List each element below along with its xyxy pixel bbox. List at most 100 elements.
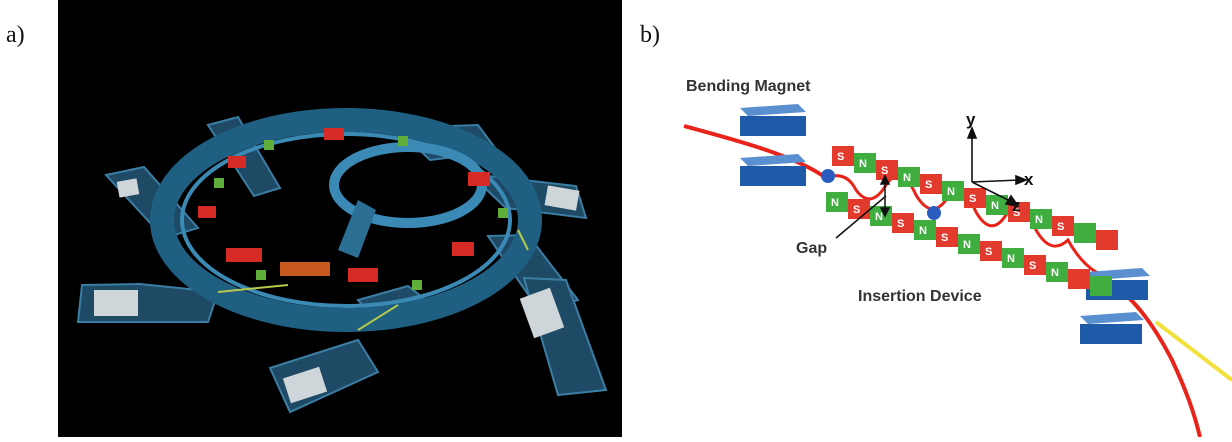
pole-letter: S	[1029, 260, 1036, 272]
station-room	[519, 287, 565, 339]
pole-letter: N	[1007, 253, 1015, 265]
station-interiors	[94, 178, 580, 404]
magnet-block	[832, 146, 854, 166]
pole-letter: N	[919, 225, 927, 237]
pole-letters: S N S N S N S N S N S N S N S N S N S N …	[831, 151, 1064, 279]
pole-letter: S	[985, 246, 992, 258]
magnet-block	[876, 160, 898, 180]
pole-letter: N	[1051, 267, 1059, 279]
quad-magnet	[498, 208, 508, 218]
pole-letter: S	[881, 165, 888, 177]
station-room	[544, 185, 580, 211]
ring-magnets	[198, 128, 508, 290]
pole-letter: N	[831, 197, 839, 209]
dipole-magnet	[228, 156, 246, 168]
pole-letter: N	[875, 211, 883, 223]
magnet-block	[1074, 223, 1096, 243]
beamline-pipes	[217, 229, 529, 331]
dipole-magnet	[198, 206, 216, 218]
electron-marker	[927, 206, 941, 220]
magnet-array-lower	[826, 192, 1112, 296]
dipole-magnet	[348, 268, 378, 282]
beam-pipe	[217, 284, 289, 293]
pole-letter: S	[969, 193, 976, 205]
magnet-block	[1090, 276, 1112, 296]
pole-letter: S	[925, 179, 932, 191]
axis-y-label: y	[966, 110, 976, 129]
pole-letter: S	[837, 151, 844, 163]
pole-letter: S	[1057, 221, 1064, 233]
magnet-array-upper	[832, 146, 1118, 250]
station-room	[282, 366, 328, 404]
magnet-block	[1096, 230, 1118, 250]
magnet-block	[942, 181, 964, 201]
electron-marker	[821, 169, 835, 183]
radiation-beam	[1154, 320, 1232, 382]
insertion-device-label: Insertion Device	[858, 288, 982, 305]
magnet-block	[892, 213, 914, 233]
axis-x-arrowhead	[1015, 174, 1029, 186]
quad-magnet	[398, 136, 408, 146]
magnet-block	[1052, 216, 1074, 236]
panel-a-label: a)	[6, 22, 25, 48]
dipole-magnet	[452, 242, 474, 256]
axis-y-arrowhead	[966, 125, 978, 139]
bending-magnet	[740, 104, 806, 136]
storage-ring-inner	[180, 132, 512, 308]
panel-b-label: b)	[640, 22, 660, 48]
dipole-magnet	[468, 172, 490, 186]
pole-letter: S	[853, 204, 860, 216]
magnet-block	[1068, 269, 1090, 289]
beam-pipe	[517, 229, 529, 251]
axis-x-line	[971, 179, 1021, 183]
gap-arrowhead-bottom	[879, 207, 891, 218]
synchrotron-facility-illustration	[58, 0, 622, 437]
bending-magnet-label: Bending Magnet	[686, 78, 811, 95]
bending-magnet	[740, 154, 806, 186]
storage-ring-outer	[150, 108, 542, 332]
pole-letter: N	[963, 239, 971, 251]
magnet-block	[1024, 255, 1046, 275]
pole-letter: N	[991, 200, 999, 212]
magnet-block	[980, 241, 1002, 261]
magnet-block	[986, 195, 1008, 215]
pole-letter: N	[859, 158, 867, 170]
station-room	[116, 178, 140, 198]
gap-pointer-line	[835, 195, 887, 239]
pole-letter: N	[1035, 214, 1043, 226]
pole-letter: S	[941, 232, 948, 244]
magnet-block	[826, 192, 848, 212]
pole-letter: S	[897, 218, 904, 230]
magnet-block	[964, 188, 986, 208]
magnet-block	[1030, 209, 1052, 229]
quad-magnet	[412, 280, 422, 290]
magnet-block	[1046, 262, 1068, 282]
undulator	[280, 262, 330, 276]
gap-label: Gap	[796, 240, 828, 257]
pole-letter: N	[903, 172, 911, 184]
quad-magnet	[256, 270, 266, 280]
linac	[338, 200, 376, 258]
dipole-magnet	[324, 128, 344, 140]
bending-magnets	[740, 104, 1150, 344]
axis-x-label: x	[1024, 170, 1034, 189]
magnet-block	[1002, 248, 1024, 268]
pole-letter: S	[1013, 207, 1020, 219]
magnet-block	[958, 234, 980, 254]
magnet-block	[914, 220, 936, 240]
magnet-block	[854, 153, 876, 173]
quad-magnet	[264, 140, 274, 150]
synchrotron-ring-drawing	[76, 108, 608, 414]
insertion-device-diagram: S N S N S N S N S N S N S N S N S N S N …	[676, 60, 1232, 438]
axis-z-arrowhead	[1004, 194, 1020, 208]
axis-z-line	[971, 181, 1013, 203]
station-room	[94, 290, 138, 316]
gap-arrowhead-top	[879, 174, 891, 185]
magnet-block	[898, 167, 920, 187]
axis-z-label: z	[1012, 196, 1021, 215]
magnet-block	[920, 174, 942, 194]
dipole-magnet	[226, 248, 262, 262]
quad-magnet	[214, 178, 224, 188]
magnet-block	[1008, 202, 1030, 222]
beamline-station	[268, 338, 380, 414]
